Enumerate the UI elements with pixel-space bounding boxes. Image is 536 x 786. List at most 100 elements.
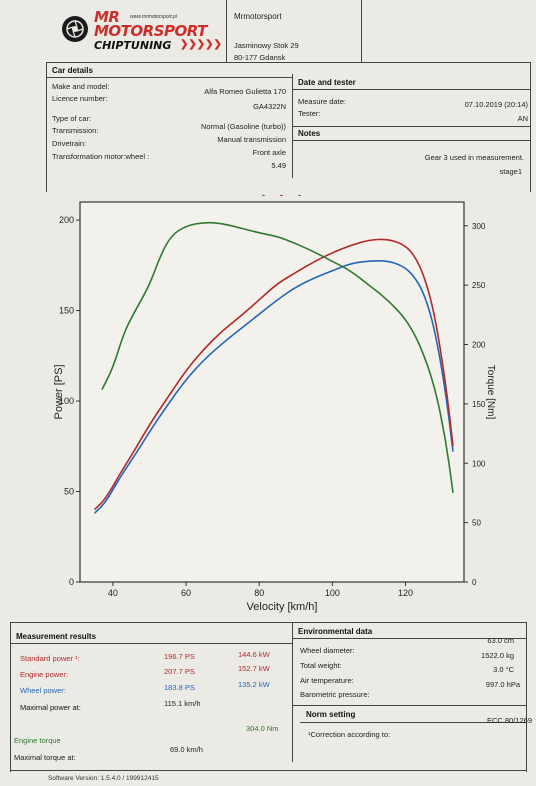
- measurement-rule: [10, 643, 292, 644]
- header-divider: [226, 0, 227, 62]
- company-logo: MR www.mrmotorsport.pl MOTORSPORT CHIPTU…: [58, 8, 222, 56]
- company-name: Mrmotorsport: [234, 12, 282, 21]
- wheel-power-ps: 183.8 PS: [164, 683, 195, 692]
- measurement-heading: Measurement results: [16, 632, 97, 641]
- x-tick-label: 100: [325, 588, 340, 598]
- norm-top-rule: [292, 705, 526, 706]
- car-details-heading: Car details: [52, 66, 93, 75]
- wheel-power-label: Wheel power:: [20, 686, 66, 695]
- pressure-value: 997.0 hPa: [485, 680, 520, 689]
- environment-rule: [292, 638, 526, 639]
- engine-power-label: Engine power:: [20, 670, 68, 679]
- date-label: Measure date:: [298, 97, 346, 106]
- wheel-diameter-label: Wheel diameter:: [300, 646, 355, 655]
- standard-power-ps: 196.7 PS: [164, 652, 195, 661]
- total-weight-label: Total weight:: [300, 661, 342, 670]
- bottom-top-rule: [10, 622, 526, 623]
- transmission-value: Manual transmission: [217, 135, 286, 144]
- bottom-left-border: [10, 622, 11, 772]
- logo-chevrons: ❯❯❯❯❯: [180, 39, 222, 50]
- wheel-diameter-value: 63.0 cm: [487, 636, 514, 645]
- x-tick-label: 60: [181, 588, 191, 598]
- y-tick-label: 0: [69, 577, 74, 587]
- notes-heading: Notes: [298, 129, 321, 138]
- y2-tick-label: 150: [472, 400, 486, 409]
- turbo-icon: [60, 14, 90, 44]
- y-tick-label: 150: [59, 306, 74, 316]
- notes-line-1: Gear 3 used in measurement.: [424, 153, 524, 162]
- make-label: Make and model:: [52, 82, 110, 91]
- date-tester-heading: Date and tester: [298, 78, 356, 87]
- series-line-3: [101, 221, 454, 494]
- y2-tick-label: 0: [472, 578, 477, 587]
- company-city: 80-177 Gdansk: [234, 53, 286, 62]
- bottom-rule: [10, 770, 526, 771]
- details-right-border: [530, 62, 531, 192]
- legend-mark-red: -: [280, 190, 283, 200]
- engine-power-kw: 152.7 kW: [238, 664, 270, 673]
- y-axis-label: Power [PS]: [53, 364, 65, 419]
- date-value: 07.10.2019 (20:14): [464, 100, 528, 109]
- x-axis-label: Velocity [km/h]: [247, 601, 318, 613]
- y2-tick-label: 200: [472, 341, 486, 350]
- details-left-border: [46, 62, 47, 192]
- engine-torque-label: Engine torque: [14, 736, 61, 745]
- plot-area: [79, 201, 465, 583]
- logo-site: www.mrmotorsport.pl: [130, 14, 177, 20]
- norm-heading: Norm setting: [306, 710, 356, 719]
- environment-heading: Environmental data: [298, 627, 373, 636]
- series-line-2: [94, 238, 454, 511]
- engine-power-ps: 207.7 PS: [164, 667, 195, 676]
- max-power-value: 115.1 km/h: [164, 699, 201, 708]
- transmission-label: Transmission:: [52, 126, 99, 135]
- ratio-label: Transformation motor:wheel :: [52, 152, 150, 161]
- legend-mark-green: -: [298, 190, 301, 200]
- company-street: Jasminowy Stok 29: [234, 41, 299, 50]
- header-bottom-line: [46, 62, 530, 63]
- engine-torque-value: 304.0 Nm: [246, 724, 279, 733]
- ratio-value: 5.49: [271, 161, 286, 170]
- standard-power-kw: 144.6 kW: [238, 650, 270, 659]
- standard-power-label: Standard power ¹:: [20, 654, 80, 663]
- type-value: Normal (Gasoline (turbo)): [200, 122, 286, 131]
- bottom-mid-border: [292, 622, 293, 762]
- x-tick-label: 40: [108, 588, 118, 598]
- series-line-1: [94, 260, 454, 514]
- logo-line-3: CHIPTUNING: [94, 39, 172, 52]
- x-tick-label: 120: [398, 588, 413, 598]
- software-version: Software Version: 1.5.4.0 / 199912415: [48, 775, 159, 782]
- tester-value: AN: [517, 114, 528, 123]
- make-value: Alfa Romeo Gulietta 170: [204, 87, 286, 96]
- legend-mark-blue: -: [262, 190, 265, 200]
- x-tick-label: 80: [254, 588, 264, 598]
- bottom-right-border: [526, 622, 527, 772]
- correction-value: ECC 80/1269: [486, 716, 532, 725]
- chart-legend: - - -: [262, 190, 312, 200]
- logo-line-2: MOTORSPORT: [94, 22, 207, 40]
- licence-value: GA4322N: [253, 102, 286, 111]
- y-tick-label: 200: [59, 215, 74, 225]
- tester-label: Tester:: [298, 109, 321, 118]
- air-temp-value: 3.0 °C: [493, 665, 514, 674]
- y2-axis-label: Torque [Nm]: [485, 365, 496, 420]
- licence-label: Licence number:: [52, 94, 108, 103]
- y-tick-label: 50: [64, 487, 74, 497]
- max-power-label: Maximal power at:: [20, 703, 81, 712]
- y2-tick-label: 300: [472, 222, 486, 231]
- date-tester-rule: [292, 89, 530, 90]
- type-label: Type of car:: [52, 114, 92, 123]
- drivetrain-label: Drivetrain:: [52, 139, 87, 148]
- notes-line-2: stage1: [499, 167, 522, 176]
- norm-rule: [300, 722, 526, 723]
- dyno-chart: 0 50 100 150 200 0 50 100 150 200 250 300 40 60 80 100 1…: [53, 201, 496, 613]
- y-tick-label: 100: [59, 396, 74, 406]
- car-details-rule: [46, 77, 292, 78]
- total-weight-value: 1522.0 kg: [481, 651, 514, 660]
- drivetrain-value: Front axle: [252, 148, 286, 157]
- max-torque-label: Maximal torque at:: [14, 753, 76, 762]
- wheel-power-kw: 135.2 kW: [238, 680, 270, 689]
- y2-tick-label: 250: [472, 281, 486, 290]
- air-temp-label: Air temperature:: [300, 676, 354, 685]
- logo-line-1: MR: [94, 8, 120, 26]
